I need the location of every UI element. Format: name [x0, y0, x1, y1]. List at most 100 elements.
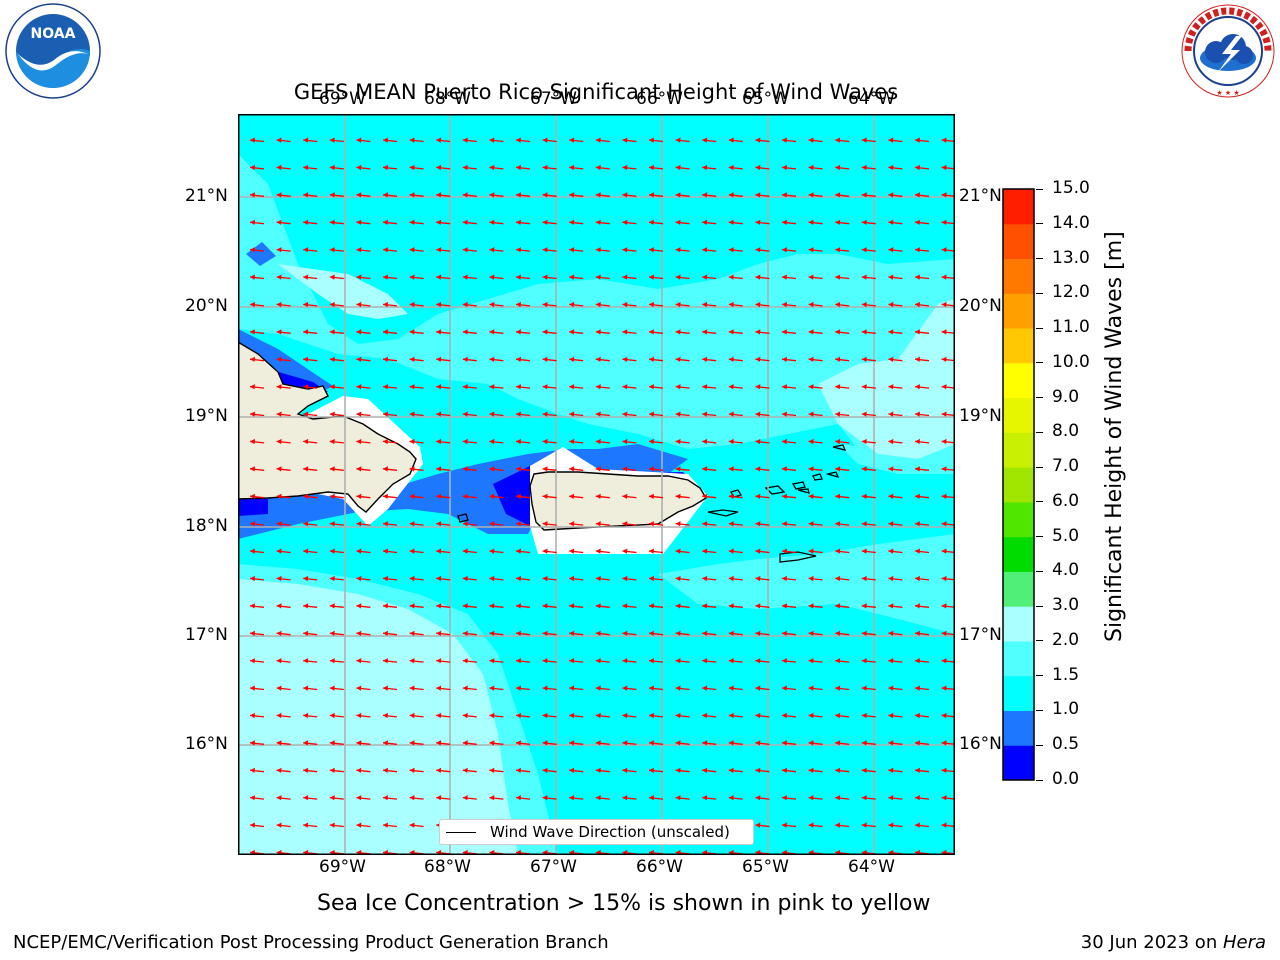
wind-wave-arrowhead — [595, 438, 601, 445]
wind-wave-arrowhead — [489, 658, 495, 664]
wind-wave-arrowhead — [436, 740, 442, 746]
wind-wave-arrowhead — [595, 740, 601, 746]
wind-wave-arrowhead — [489, 767, 495, 773]
colorbar-tick-mark — [1036, 327, 1043, 329]
wind-wave-arrowhead — [915, 192, 920, 198]
wind-wave-arrowhead — [728, 493, 734, 499]
wind-wave-arrowhead — [329, 575, 335, 582]
wind-wave-arrowhead — [250, 219, 255, 225]
wind-wave-arrowhead — [888, 438, 894, 445]
wind-wave-arrowhead — [835, 438, 841, 445]
colorbar-tick-mark — [1036, 501, 1043, 503]
wind-wave-arrowhead — [462, 740, 468, 746]
wind-wave-arrowhead — [356, 438, 362, 445]
colorbar-tick-label: 4.0 — [1052, 560, 1080, 581]
wind-wave-arrowhead — [542, 411, 548, 417]
wind-wave-arrowhead — [888, 740, 894, 746]
wind-wave-arrowhead — [276, 356, 282, 362]
right-lat-tick: 16°N — [959, 734, 1002, 754]
wind-wave-arrowhead — [595, 329, 601, 335]
wind-wave-arrowhead — [728, 658, 734, 664]
wind-wave-arrowhead — [356, 247, 362, 253]
wind-wave-arrowhead — [409, 137, 415, 143]
wind-wave-arrowhead — [329, 466, 335, 472]
wind-wave-arrowhead — [622, 301, 628, 308]
wind-wave-arrowhead — [436, 685, 442, 691]
wind-wave-arrowhead — [356, 795, 362, 801]
wind-wave-arrowhead — [915, 795, 920, 801]
wind-wave-arrowhead — [276, 247, 282, 253]
wind-wave-arrowhead — [861, 603, 867, 609]
wind-wave-arrowhead — [728, 740, 734, 746]
wind-wave-arrowhead — [702, 137, 708, 143]
wind-wave-arrowhead — [915, 384, 920, 390]
wind-wave-arrowhead — [462, 767, 468, 773]
wind-wave-arrowhead — [835, 329, 841, 335]
noaa-logo: NOAA — [4, 2, 102, 100]
wind-wave-arrowhead — [595, 192, 601, 198]
wind-wave-arrowhead — [755, 219, 761, 225]
wind-wave-arrowhead — [276, 685, 282, 691]
bottom-lon-tick: 66°W — [636, 857, 683, 877]
wind-wave-arrowhead — [728, 548, 734, 554]
wind-wave-arrowhead — [622, 438, 628, 445]
wind-wave-arrowhead — [303, 219, 309, 225]
wind-wave-arrowhead — [569, 740, 575, 746]
wind-wave-arrowhead — [622, 356, 628, 362]
wind-wave-arrowhead — [383, 767, 388, 773]
wind-wave-arrowhead — [303, 384, 309, 390]
wind-wave-arrowhead — [516, 795, 521, 801]
wind-wave-arrowhead — [409, 685, 415, 691]
colorbar-tick-label: 11.0 — [1052, 317, 1090, 338]
wind-wave-arrowhead — [250, 658, 255, 664]
wind-wave-arrowhead — [569, 219, 575, 225]
wind-wave-arrowhead — [489, 247, 495, 253]
wind-wave-arrowhead — [728, 247, 734, 253]
wind-wave-arrowhead — [755, 192, 761, 198]
wind-wave-arrowhead — [728, 411, 734, 417]
wind-wave-arrowhead — [808, 521, 814, 527]
wind-wave-arrowhead — [675, 356, 681, 362]
wind-wave-arrowhead — [409, 356, 415, 362]
wind-wave-arrowhead — [569, 137, 575, 143]
colorbar-tick-label: 14.0 — [1052, 212, 1090, 233]
wind-wave-arrowhead — [436, 630, 442, 636]
wind-wave-arrowhead — [835, 192, 841, 198]
wind-wave-arrowhead — [303, 767, 309, 773]
wind-wave-arrowhead — [861, 219, 867, 225]
wind-wave-arrowhead — [489, 740, 495, 746]
wind-wave-arrowhead — [329, 356, 335, 362]
wind-wave-arrowhead — [941, 548, 947, 554]
wind-wave-arrowhead — [675, 247, 681, 253]
wind-wave-arrowhead — [569, 493, 575, 499]
wind-wave-arrowhead — [915, 521, 920, 527]
wind-wave-arrowhead — [915, 575, 920, 582]
wind-wave-arrowhead — [861, 438, 867, 445]
wind-wave-arrowhead — [409, 219, 415, 225]
wind-wave-arrowhead — [383, 301, 388, 308]
wind-wave-arrowhead — [888, 548, 894, 554]
colorbar-tick-mark — [1036, 466, 1043, 468]
wind-wave-arrowhead — [383, 137, 388, 143]
wind-wave-arrowhead — [250, 712, 255, 719]
wind-wave-arrowhead — [702, 274, 708, 280]
wind-wave-arrowhead — [808, 384, 814, 390]
wind-wave-arrowhead — [542, 575, 548, 582]
wind-wave-arrowhead — [436, 329, 442, 335]
wind-wave-arrowhead — [569, 247, 575, 253]
wind-wave-arrowhead — [755, 274, 761, 280]
wind-wave-arrowhead — [462, 192, 468, 198]
top-lon-tick: 67°W — [530, 89, 577, 109]
wind-wave-arrowhead — [622, 137, 628, 143]
wind-wave-arrowhead — [728, 356, 734, 362]
wind-wave-arrowhead — [808, 795, 814, 801]
wind-wave-arrowhead — [462, 493, 468, 499]
wind-wave-arrowhead — [808, 767, 814, 773]
wind-wave-arrowhead — [542, 329, 548, 335]
wind-wave-arrowhead — [702, 575, 708, 582]
wind-wave-arrowhead — [622, 603, 628, 609]
wind-wave-arrowhead — [808, 740, 814, 746]
wind-wave-arrowhead — [649, 466, 654, 472]
wind-wave-arrowhead — [888, 521, 894, 527]
wind-wave-arrowhead — [728, 192, 734, 198]
